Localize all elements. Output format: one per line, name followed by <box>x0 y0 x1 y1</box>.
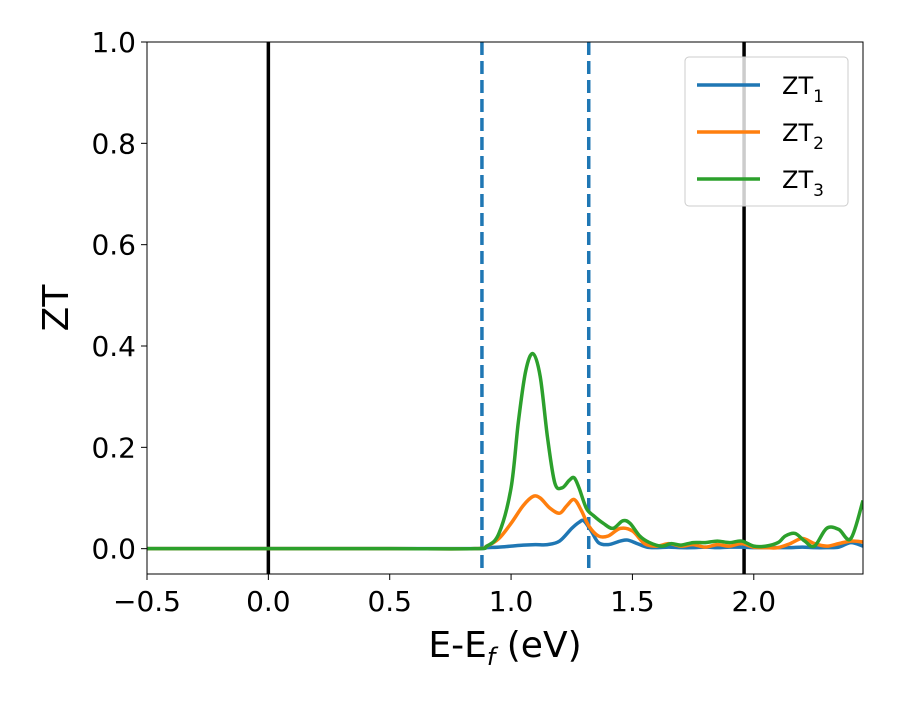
legend-label-main: ZT <box>782 119 813 147</box>
y-tick-label: 1.0 <box>91 26 136 59</box>
legend-label: ZT2 <box>782 119 824 154</box>
y-tick-label: 0.8 <box>91 127 136 160</box>
x-tick-label: 1.5 <box>610 585 655 618</box>
legend-label-main: ZT <box>782 166 813 194</box>
series-lines <box>147 351 863 551</box>
plot-frame <box>146 41 864 575</box>
x-axis-title: E-Ef (eV) <box>428 625 581 671</box>
x-tick-label: −0.5 <box>113 585 181 618</box>
y-tick-label: 0.4 <box>91 330 136 363</box>
x-tick-label: 0.0 <box>246 585 291 618</box>
series-line-zt2 <box>147 494 863 551</box>
x-tick-label: 0.5 <box>367 585 412 618</box>
legend-box <box>684 56 849 207</box>
legend-label-sub: 3 <box>813 181 824 201</box>
y-tick-label: 0.0 <box>91 533 136 566</box>
vertical-lines <box>266 42 746 574</box>
legend-label-sub: 1 <box>813 87 824 107</box>
legend-label: ZT3 <box>782 166 824 201</box>
y-tick-label: 0.6 <box>91 229 136 262</box>
series-line-zt3 <box>147 351 863 551</box>
y-tick-label: 0.2 <box>91 431 136 464</box>
legend-label-main: ZT <box>782 72 813 100</box>
x-axis-title-unit: (eV) <box>495 625 581 666</box>
x-axis-title-main: E-E <box>428 625 486 666</box>
ticks-layer: −0.5 0.0 0.5 1.0 1.5 2.0 0.0 0.2 0.4 0.6 0.8 1.0 <box>91 26 776 618</box>
x-tick-label: 1.0 <box>489 585 534 618</box>
x-tick-label: 2.0 <box>732 585 777 618</box>
legend-label-sub: 2 <box>813 134 824 154</box>
series-line-zt1 <box>147 518 863 551</box>
legend-label: ZT1 <box>782 72 824 107</box>
y-axis-title: ZT <box>36 284 77 332</box>
